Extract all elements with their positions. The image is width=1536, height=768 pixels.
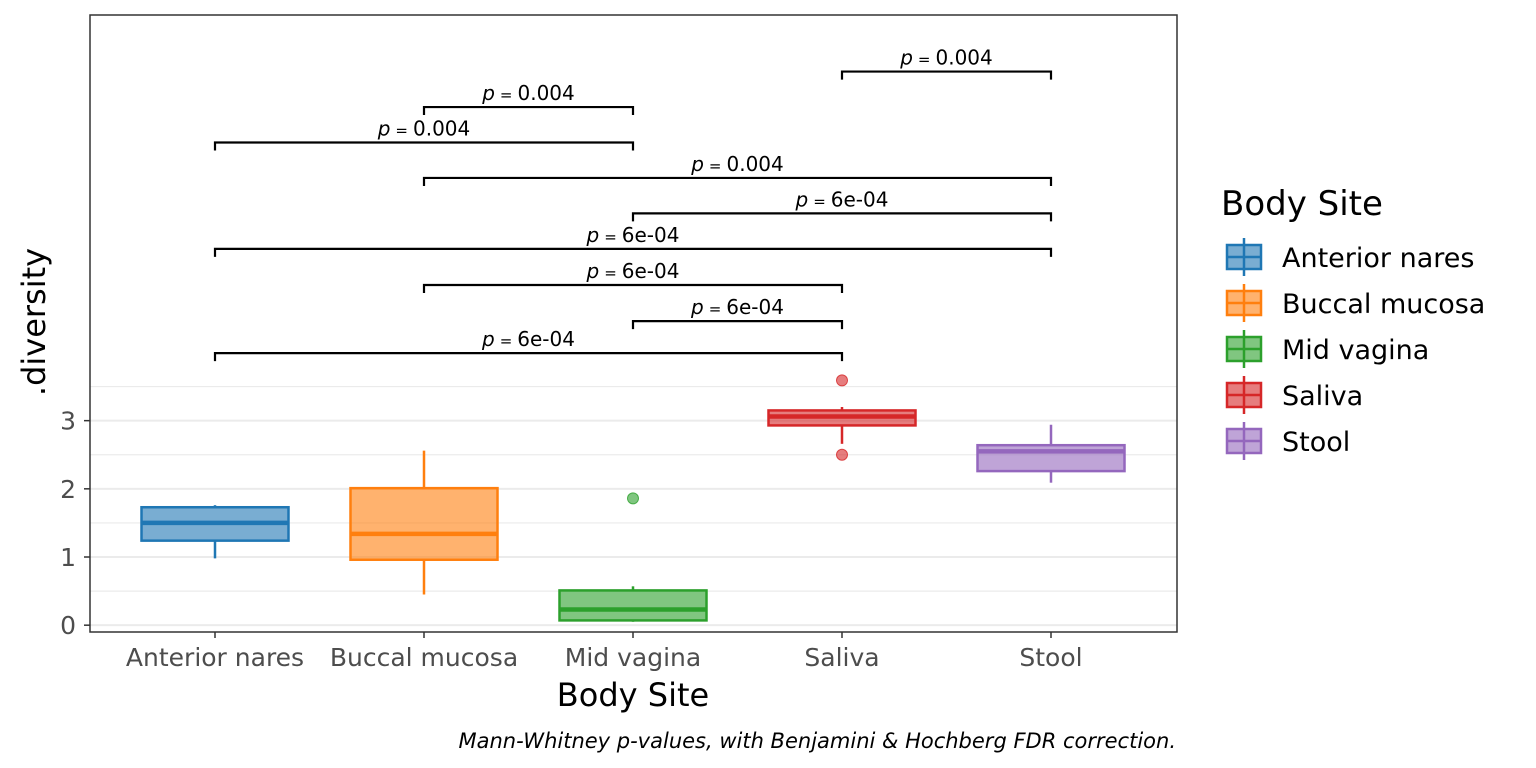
legend-label: Saliva	[1282, 381, 1363, 412]
x-axis-title: Body Site	[557, 676, 709, 714]
x-tick-label: Mid vagina	[565, 643, 701, 672]
y-tick-label: 1	[60, 543, 76, 572]
bracket-line	[422, 176, 1053, 186]
bracket-line	[213, 247, 1053, 257]
x-tick-label: Buccal mucosa	[330, 643, 518, 672]
legend-item: Buccal mucosa	[1225, 284, 1485, 322]
x-axis: Anterior nares Buccal mucosa Mid vagina Sal…	[126, 632, 1083, 672]
legend-item: Saliva	[1225, 376, 1363, 414]
bracket-line	[213, 352, 844, 362]
outlier-point	[836, 374, 848, 387]
legend-label: Buccal mucosa	[1282, 289, 1485, 320]
significance-bracket: p = 0.004	[422, 152, 1053, 186]
legend-title: Body Site	[1221, 184, 1383, 224]
box-iqr	[349, 486, 499, 561]
significance-bracket: p = 6e-04	[631, 187, 1053, 222]
significance-bracket: p = 6e-04	[422, 259, 844, 293]
x-tick-label: Saliva	[804, 643, 879, 672]
box-iqr	[558, 589, 708, 622]
significance-bracket: p = 6e-04	[213, 223, 1053, 257]
significance-bracket: p = 6e-04	[213, 327, 844, 362]
legend-item: Mid vagina	[1225, 330, 1429, 368]
outlier-point	[836, 448, 848, 461]
p-value-label: p = 0.004	[377, 116, 471, 140]
y-axis-title: .diversity	[15, 248, 53, 396]
significance-brackets: p = 6e-04 p = 6e-04 p = 6e-04 p = 6e-04 p = 6e-04 p = 0.0…	[213, 46, 1053, 362]
y-tick-label: 3	[60, 407, 76, 436]
bracket-line	[631, 320, 844, 330]
box-saliva	[767, 374, 917, 461]
legend-label: Stool	[1282, 427, 1350, 458]
p-value-label: p = 6e-04	[586, 223, 680, 247]
x-tick-label: Stool	[1019, 643, 1082, 672]
legend-label: Anterior nares	[1282, 243, 1474, 274]
x-tick-label: Anterior nares	[126, 643, 304, 672]
significance-bracket: p = 0.004	[422, 81, 635, 116]
bracket-line	[422, 283, 844, 293]
caption: Mann-Whitney p-values, with Benjamini & …	[458, 729, 1176, 753]
bracket-line	[631, 212, 1053, 222]
p-value-label: p = 6e-04	[481, 327, 575, 351]
p-value-label: p = 6e-04	[795, 187, 889, 211]
outlier-point	[627, 492, 639, 505]
significance-bracket: p = 0.004	[213, 116, 635, 151]
bracket-line	[840, 70, 1053, 80]
p-value-label: p = 6e-04	[586, 259, 680, 283]
legend-label: Mid vagina	[1282, 335, 1429, 366]
box-anterior-nares	[140, 505, 290, 559]
box-buccal-mucosa	[349, 450, 499, 595]
significance-bracket: p = 0.004	[840, 46, 1053, 80]
boxes	[140, 374, 1126, 622]
p-value-label: p = 6e-04	[690, 295, 784, 319]
box-stool	[976, 424, 1126, 483]
p-value-label: p = 0.004	[899, 46, 993, 70]
legend: Body Site Anterior nares Buccal mucosa Mid…	[1221, 184, 1485, 460]
y-tick-label: 2	[60, 475, 76, 504]
legend-item: Anterior nares	[1225, 238, 1474, 276]
y-axis: 0 1 2 3	[60, 407, 90, 640]
bracket-line	[213, 141, 635, 151]
significance-bracket: p = 6e-04	[631, 295, 844, 330]
legend-item: Stool	[1225, 422, 1350, 460]
y-tick-label: 0	[60, 611, 76, 640]
bracket-line	[422, 105, 635, 116]
p-value-label: p = 0.004	[690, 152, 784, 176]
p-value-label: p = 0.004	[481, 81, 575, 105]
box-mid-vagina	[558, 492, 708, 622]
